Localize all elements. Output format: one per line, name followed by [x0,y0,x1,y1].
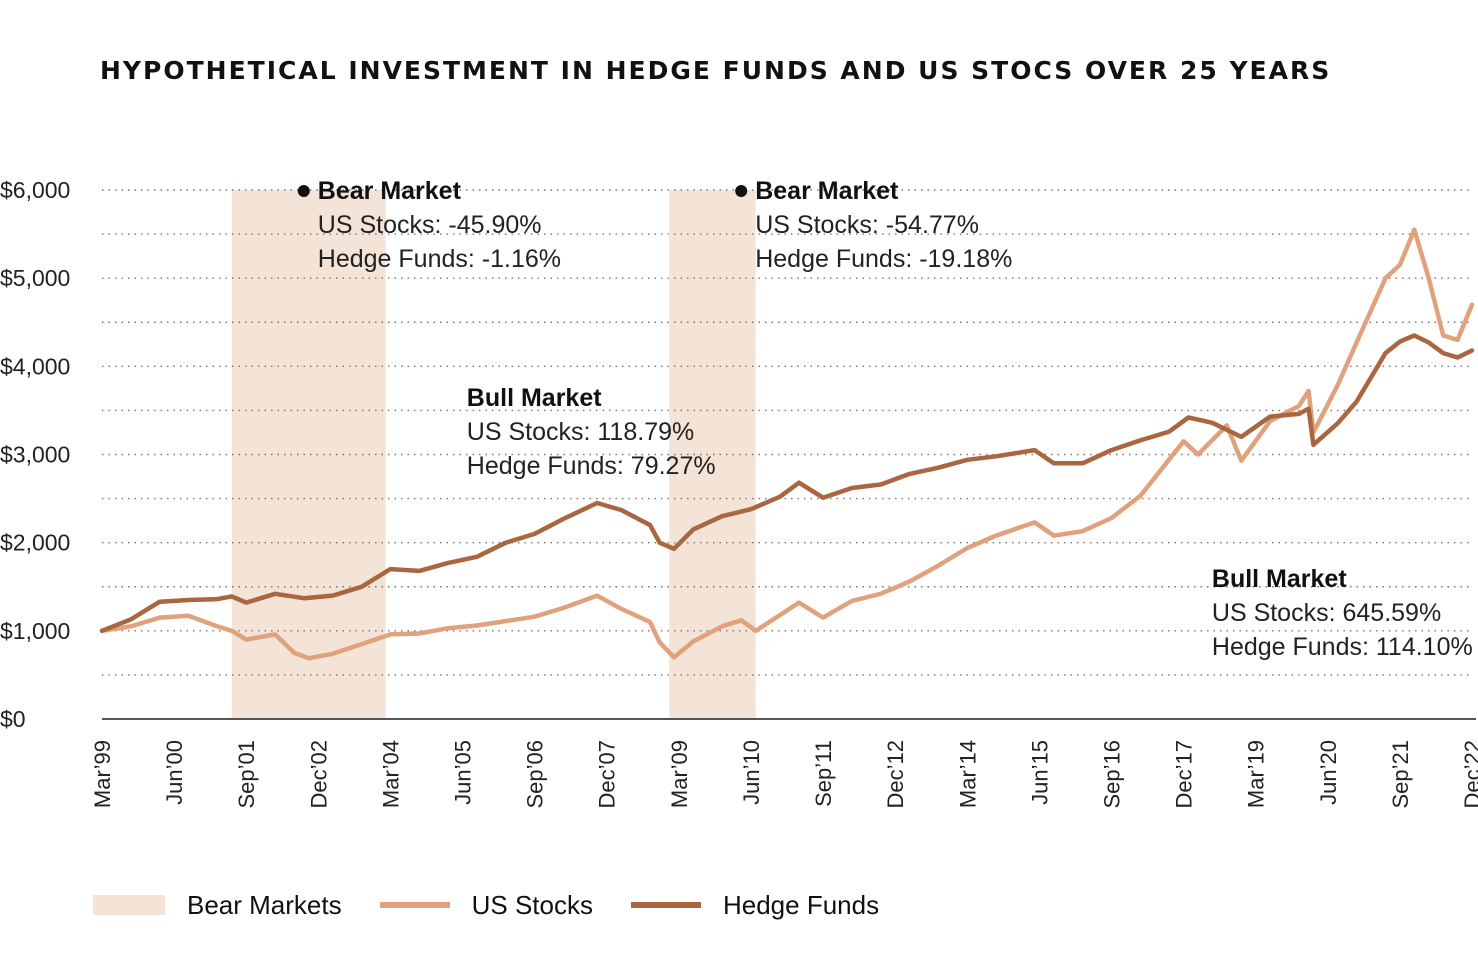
annotation-line: US Stocks: 645.59% [1212,599,1441,627]
x-axis-labels: Mar’99 Jun’00 Sep’01 Dec’02 Mar’04 Jun’05 Sep’… [90,740,1478,809]
annotation-line: Hedge Funds: -1.16% [318,245,561,273]
grid-lines [102,189,1476,720]
x-tick-label: Jun’00 [162,740,187,805]
x-tick-label: Dec’12 [883,740,908,808]
x-tick-label: Sep’16 [1099,740,1124,809]
x-tick-label: Mar’19 [1244,740,1269,808]
legend-swatch-bear-markets [93,895,165,915]
x-tick-label: Dec’07 [595,740,620,808]
y-axis-labels: $0 $1,000 $2,000 $3,000 $4,000 $5,000 $6,000 [0,177,70,732]
series-line-hedge-funds [99,333,1475,634]
x-tick-label: Mar’14 [955,740,980,808]
annotations: Bear Market US Stocks: -45.90% Hedge Funds… [297,177,1473,661]
annotation-line: Hedge Funds: -19.18% [755,245,1012,273]
x-tick-label: Dec’17 [1172,740,1197,808]
x-tick-label: Sep’01 [234,740,259,809]
annotation-heading: Bear Market [755,177,899,205]
annotation-line: US Stocks: 118.79% [467,418,694,446]
x-tick-label: Jun’10 [739,740,764,805]
annotation-line: US Stocks: -45.90% [318,211,542,239]
annotation-4: Bull Market US Stocks: 645.59% Hedge Funds… [1212,565,1473,661]
bear-market-bands [231,190,756,719]
x-tick-label: Sep’21 [1388,740,1413,809]
legend-label-bear-markets: Bear Markets [187,889,342,920]
legend-item-hedge-funds: Hedge Funds [630,889,880,921]
annotation-line: Hedge Funds: 114.10% [1212,633,1473,661]
y-tick-label: $3,000 [0,442,70,468]
annotation-heading: Bear Market [318,177,462,205]
x-tick-label: Dec’22 [1460,740,1478,808]
annotation-bullet [297,185,310,197]
x-tick-label: Jun’15 [1027,740,1052,805]
annotation-1: Bear Market US Stocks: -45.90% Hedge Funds… [297,177,561,273]
x-tick-label: Sep’06 [523,740,548,809]
legend-item-bear-markets: Bear Markets [93,890,342,921]
annotation-line: US Stocks: -54.77% [755,211,979,239]
y-tick-label: $5,000 [0,265,70,291]
legend-swatch-hedge-funds [630,902,701,908]
x-tick-label: Mar’04 [378,740,403,808]
annotation-bullet [735,185,748,197]
x-tick-label: Sep’11 [811,740,836,807]
legend-swatch-us-stocks [379,902,450,908]
legend-label-hedge-funds: Hedge Funds [722,889,880,920]
legend: Bear Markets US Stocks Hedge Funds [93,888,917,922]
annotation-2: Bear Market US Stocks: -54.77% Hedge Funds… [735,177,1012,273]
x-tick-label: Jun’05 [451,740,476,805]
annotation-heading: Bull Market [467,384,602,412]
annotation-3: Bull Market US Stocks: 118.79% Hedge Funds… [467,384,716,480]
legend-label-us-stocks: US Stocks [471,889,593,920]
legend-item-us-stocks: US Stocks [379,889,593,921]
y-tick-label: $6,000 [0,177,70,203]
x-tick-label: Mar’99 [90,740,115,808]
y-tick-label: $4,000 [0,353,70,379]
chart-title: HYPOTHETICAL INVESTMENT IN HEDGE FUNDS A… [100,56,1332,85]
x-tick-label: Dec’02 [306,740,331,808]
annotation-line: Hedge Funds: 79.27% [467,452,716,480]
y-tick-label: $0 [0,706,26,732]
y-tick-label: $1,000 [0,618,70,644]
x-tick-label: Jun’20 [1316,740,1341,805]
y-tick-label: $2,000 [0,530,70,556]
bear-market-band-1 [231,190,386,719]
x-tick-label: Mar’09 [667,740,692,808]
annotation-heading: Bull Market [1212,565,1347,593]
line-chart: $0 $1,000 $2,000 $3,000 $4,000 $5,000 $6,000 M… [0,177,1478,809]
series-lines [99,227,1475,661]
